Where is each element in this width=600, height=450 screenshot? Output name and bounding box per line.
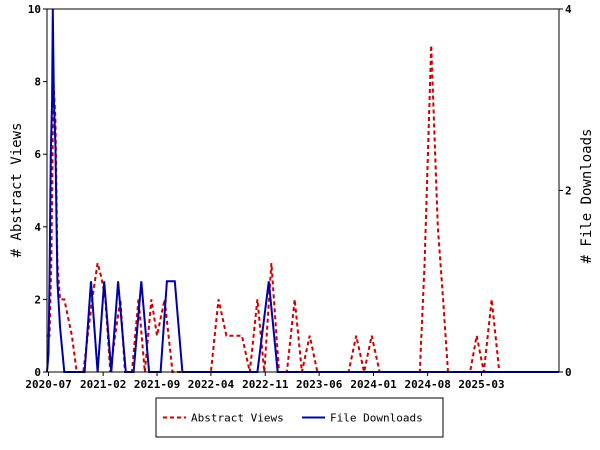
y-right-tick-label: 2 <box>565 185 572 198</box>
series-line-file-downloads <box>46 8 559 373</box>
x-tick-label: 2021-09 <box>134 378 180 391</box>
y-axis-right: 0 2 4 <box>559 3 572 379</box>
y-axis-left: 0 2 4 6 8 10 <box>28 3 47 379</box>
y-left-tick-label: 6 <box>34 148 41 161</box>
plot-area-frame <box>46 8 560 373</box>
y-right-tick-label: 0 <box>565 366 572 379</box>
y-left-tick-label: 10 <box>28 3 41 16</box>
y-axis-right-title: # File Downloads <box>579 129 595 264</box>
y-left-tick-label: 8 <box>34 76 41 89</box>
series-layer <box>46 8 559 373</box>
y-right-tick-label: 4 <box>565 3 572 16</box>
x-tick-label: 2020-07 <box>25 378 71 391</box>
x-tick-label: 2023-06 <box>296 378 343 391</box>
legend: Abstract Views File Downloads <box>155 397 444 438</box>
y-left-tick-label: 0 <box>34 366 41 379</box>
y-axis-left-title: # Abstract Views <box>9 123 25 258</box>
legend-label-abstract-views: Abstract Views <box>191 412 284 425</box>
y-left-tick-label: 4 <box>34 221 41 234</box>
x-tick-label: 2024-01 <box>350 378 397 391</box>
x-tick-label: 2021-02 <box>80 378 126 391</box>
y-left-tick-label: 2 <box>34 293 41 306</box>
legend-box <box>155 397 444 438</box>
series-line-abstract-views <box>47 45 559 373</box>
x-axis: 2020-07 2021-02 2021-09 2022-04 2022-11 2023-… <box>25 372 505 391</box>
x-tick-label: 2024-08 <box>404 378 450 391</box>
legend-label-file-downloads: File Downloads <box>330 412 423 425</box>
x-tick-label: 2025-03 <box>458 378 504 391</box>
x-tick-label: 2022-11 <box>242 378 289 391</box>
x-tick-label: 2022-04 <box>188 378 235 391</box>
